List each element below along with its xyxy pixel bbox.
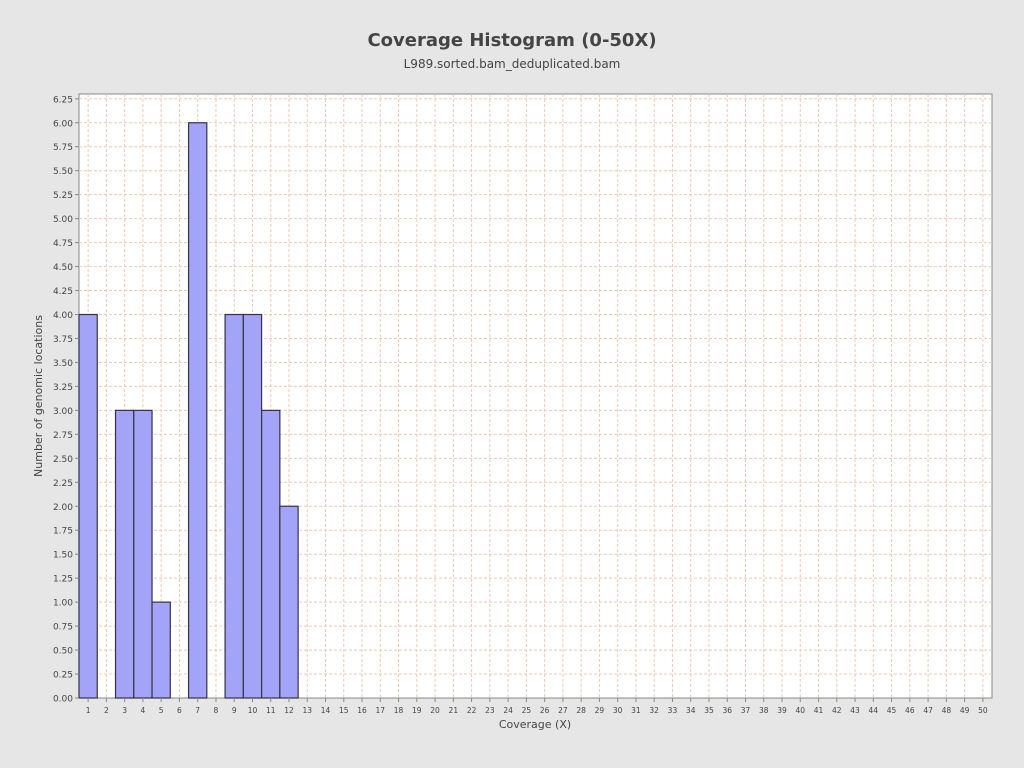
chart-title: Coverage Histogram (0-50X) (367, 30, 657, 51)
x-tick-label: 49 (960, 706, 970, 715)
y-tick-label: 4.75 (53, 239, 73, 249)
x-tick-label: 39 (777, 706, 787, 715)
x-tick-label: 38 (759, 706, 769, 715)
chart-subtitle: L989.sorted.bam_deduplicated.bam (403, 57, 621, 71)
x-tick-label: 44 (869, 706, 879, 715)
x-tick-label: 4 (141, 706, 146, 715)
x-tick-label: 1 (86, 706, 91, 715)
x-tick-label: 29 (595, 706, 605, 715)
y-tick-label: 3.75 (53, 335, 73, 345)
x-tick-label: 50 (978, 706, 988, 715)
y-tick-label: 0.75 (53, 623, 73, 633)
bar-coverage-11 (261, 409, 281, 699)
x-tick-label: 24 (503, 706, 513, 715)
y-tick-label: 5.75 (53, 143, 73, 153)
x-tick-label: 3 (122, 706, 127, 715)
x-tick-label: 43 (850, 706, 860, 715)
x-tick-label: 19 (412, 706, 422, 715)
x-tick-label: 46 (905, 706, 915, 715)
x-tick-label: 40 (795, 706, 805, 715)
x-tick-label: 11 (266, 706, 276, 715)
y-tick-label: 0.50 (53, 647, 73, 657)
x-tick-label: 47 (923, 706, 933, 715)
x-tick-label: 15 (339, 706, 349, 715)
x-tick-label: 36 (722, 706, 732, 715)
bar-coverage-3 (114, 409, 135, 699)
y-tick-label: 2.00 (53, 503, 73, 513)
x-tick-label: 30 (613, 706, 623, 715)
x-tick-label: 32 (649, 706, 659, 715)
x-tick-label: 23 (485, 706, 495, 715)
y-tick-label: 4.25 (53, 287, 73, 297)
bar-coverage-5 (151, 601, 171, 699)
x-tick-label: 42 (832, 706, 842, 715)
y-tick-label: 1.75 (53, 527, 73, 537)
y-tick-label: 3.25 (53, 383, 73, 393)
x-tick-label: 2 (104, 706, 109, 715)
bars (78, 122, 299, 699)
y-tick-label: 4.00 (53, 311, 73, 321)
x-tick-label: 34 (686, 706, 696, 715)
y-tick-label: 5.25 (53, 191, 73, 201)
x-axis-label: Coverage (X) (499, 718, 571, 731)
x-tick-label: 7 (195, 706, 200, 715)
axes: 0.00 0.25 0.50 0.75 1.00 1.25 1.50 1.75 2.00 2.25… (53, 95, 988, 715)
y-tick-label: 3.00 (53, 407, 73, 417)
bar-coverage-10 (242, 313, 263, 699)
x-tick-label: 8 (214, 706, 219, 715)
x-tick-label: 21 (449, 706, 459, 715)
y-tick-label: 1.50 (53, 551, 73, 561)
x-tick-label: 33 (668, 706, 678, 715)
x-tick-label: 5 (159, 706, 164, 715)
y-axis-label: Number of genomic locations (32, 315, 45, 477)
bar-coverage-12 (279, 505, 299, 699)
y-tick-label: 2.75 (53, 431, 73, 441)
x-tick-label: 16 (357, 706, 367, 715)
y-tick-label: 4.50 (53, 263, 73, 273)
y-tick-label: 2.25 (53, 479, 73, 489)
x-tick-label: 25 (522, 706, 532, 715)
y-tick-label: 0.25 (53, 671, 73, 681)
bar-coverage-7 (187, 122, 208, 699)
x-tick-label: 31 (631, 706, 641, 715)
x-tick-label: 28 (576, 706, 586, 715)
x-tick-label: 26 (540, 706, 550, 715)
y-tick-label: 5.00 (53, 215, 73, 225)
x-tick-label: 20 (430, 706, 440, 715)
x-tick-label: 45 (887, 706, 897, 715)
x-tick-label: 37 (741, 706, 751, 715)
x-tick-label: 13 (302, 706, 312, 715)
x-tick-label: 9 (232, 706, 237, 715)
x-tick-label: 10 (248, 706, 258, 715)
bar-coverage-9 (224, 313, 244, 699)
x-tick-label: 12 (284, 706, 294, 715)
y-tick-label: 1.25 (53, 575, 73, 585)
x-tick-label: 18 (394, 706, 404, 715)
x-tick-label: 6 (177, 706, 182, 715)
x-tick-label: 22 (467, 706, 477, 715)
y-tick-label: 6.25 (53, 95, 73, 105)
x-tick-label: 35 (704, 706, 714, 715)
y-tick-label: 1.00 (53, 599, 73, 609)
x-tick-label: 27 (558, 706, 568, 715)
x-tick-label: 17 (376, 706, 386, 715)
bar-coverage-4 (133, 409, 153, 699)
x-tick-label: 41 (814, 706, 824, 715)
y-tick-label: 0.00 (53, 695, 73, 705)
y-tick-label: 3.50 (53, 359, 73, 369)
x-tick-label: 48 (942, 706, 952, 715)
y-tick-label: 5.50 (53, 167, 73, 177)
x-tick-label: 14 (321, 706, 331, 715)
bar-coverage-1 (78, 313, 98, 699)
y-tick-label: 2.50 (53, 455, 73, 465)
y-tick-label: 6.00 (53, 119, 73, 129)
